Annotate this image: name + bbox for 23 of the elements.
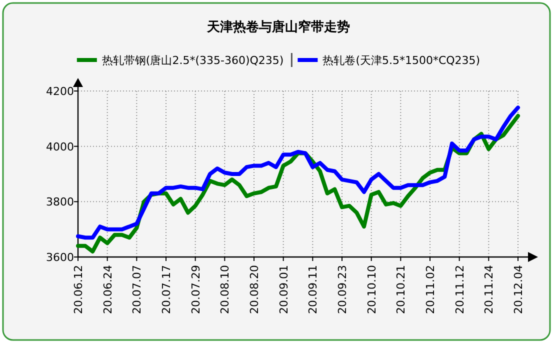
x-tick-label: 20.10.10 bbox=[365, 265, 378, 314]
legend-label: 热轧卷(天津5.5*1500*CQ235) bbox=[322, 54, 480, 67]
x-tick-label: 20.07.07 bbox=[130, 265, 144, 314]
x-tick-label: 20.07.17 bbox=[160, 265, 173, 314]
x-tick-label: 20.11.02 bbox=[424, 265, 437, 314]
x-tick-label: 20.09.01 bbox=[277, 265, 290, 314]
x-tick-label: 20.08.10 bbox=[218, 265, 232, 314]
x-tick-label: 20.06.24 bbox=[101, 265, 114, 314]
y-tick-label: 3600 bbox=[46, 251, 74, 264]
x-tick-label: 20.08.20 bbox=[248, 265, 261, 314]
chart-title: 天津热卷与唐山窄带走势 bbox=[206, 19, 350, 35]
y-tick-label: 4200 bbox=[46, 85, 74, 98]
x-tick-label: 20.06.12 bbox=[72, 265, 85, 314]
x-tick-label: 20.11.12 bbox=[453, 265, 466, 314]
x-tick-label: 20.07.29 bbox=[189, 265, 202, 314]
x-tick-label: 20.11.24 bbox=[482, 265, 496, 314]
y-tick-label: 3800 bbox=[46, 196, 74, 209]
x-tick-label: 20.09.11 bbox=[306, 265, 320, 314]
legend-label: 热轧带钢(唐山2.5*(335-360)Q235) bbox=[102, 54, 284, 67]
y-tick-label: 4000 bbox=[46, 140, 74, 154]
x-tick-label: 20.12.04 bbox=[512, 265, 525, 314]
x-tick-label: 20.10.21 bbox=[394, 265, 408, 314]
x-tick-label: 20.09.23 bbox=[336, 265, 349, 314]
